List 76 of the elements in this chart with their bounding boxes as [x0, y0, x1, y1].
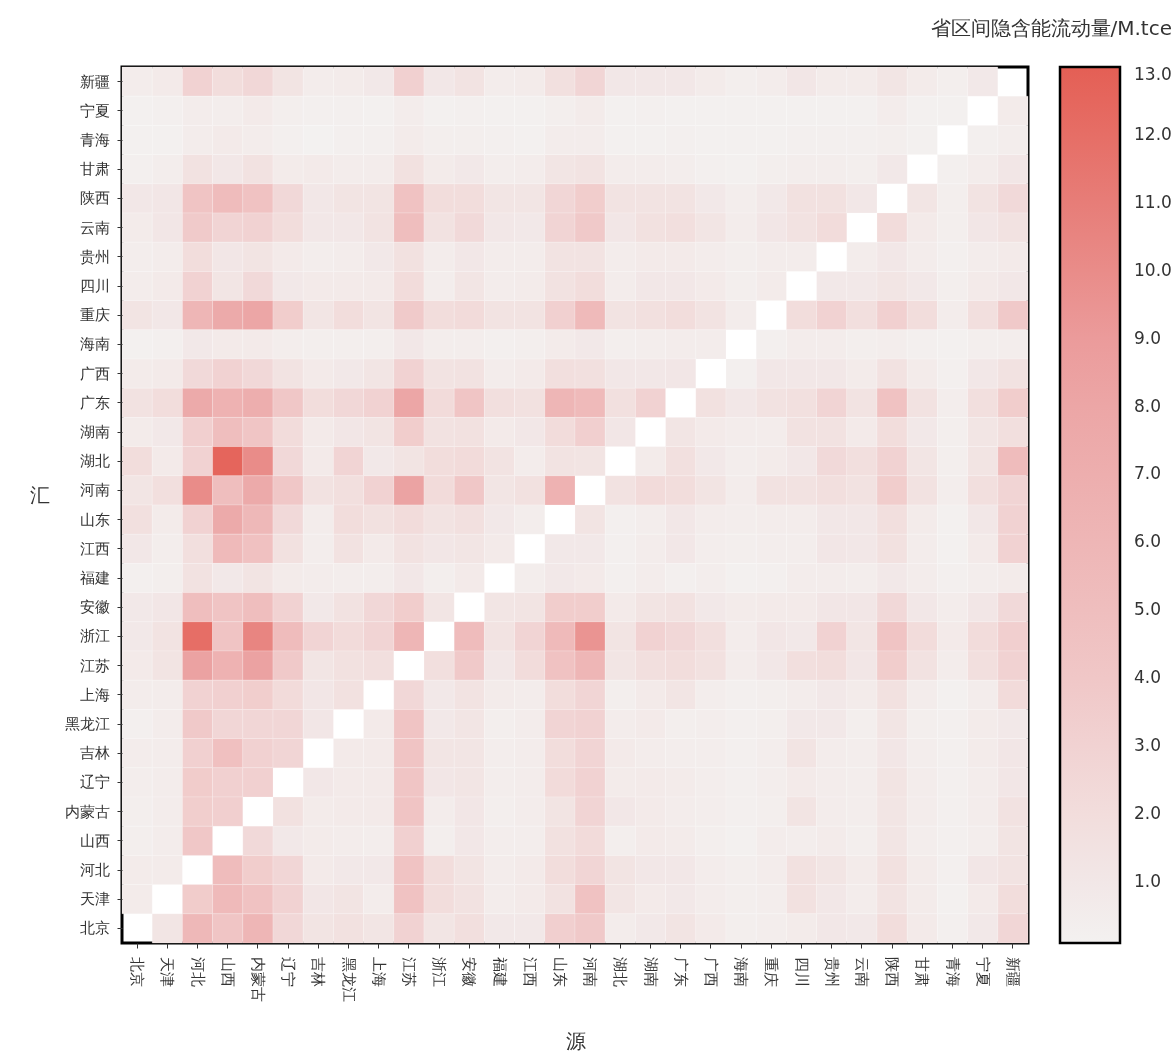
y-axis-title: 汇 — [29, 482, 50, 507]
x-tick-label: 重庆 — [762, 956, 781, 987]
x-tick-label: 河南 — [581, 956, 600, 987]
y-tick-label: 江西 — [79, 539, 110, 558]
color-bar-label: 5.0 — [1134, 599, 1162, 620]
y-tick-label: 四川 — [79, 277, 110, 295]
y-tick-label: 河北 — [79, 861, 110, 879]
y-tick-label: 上海 — [79, 685, 110, 704]
x-tick-label: 内蒙古 — [248, 956, 267, 1002]
y-tick-label: 浙江 — [79, 627, 110, 646]
y-tick-label: 天津 — [79, 890, 110, 909]
y-tick-label: 山西 — [79, 831, 110, 850]
color-bar-label: 11.0 — [1134, 191, 1172, 212]
y-tick-label: 甘肃 — [79, 160, 110, 179]
y-tick-label: 云南 — [79, 218, 110, 237]
x-tick-label: 海南 — [732, 956, 751, 987]
x-tick-label: 福建 — [490, 956, 509, 987]
y-tick-label: 贵州 — [79, 247, 110, 266]
color-bar-label: 4.0 — [1134, 667, 1162, 688]
y-tick-label: 福建 — [79, 569, 110, 587]
y-tick-label: 内蒙古 — [64, 802, 110, 821]
x-tick-label: 吉林 — [309, 956, 328, 987]
color-bar-label: 7.0 — [1134, 463, 1162, 484]
x-tick-label: 新疆 — [1003, 956, 1022, 987]
x-tick-label: 贵州 — [822, 956, 841, 987]
y-tick-label: 吉林 — [79, 744, 110, 763]
x-tick-label: 江苏 — [399, 956, 418, 987]
x-tick-label: 黑龙江 — [339, 956, 358, 1002]
y-tick-label: 湖北 — [79, 452, 110, 471]
x-tick-label: 青海 — [943, 956, 962, 987]
color-bar-label: 1.0 — [1134, 870, 1162, 891]
x-axis-title: 源 — [565, 1028, 586, 1053]
x-tick-label: 安徽 — [460, 956, 479, 987]
y-tick-label: 新疆 — [79, 72, 110, 91]
y-tick-label: 湖南 — [79, 423, 110, 441]
y-tick-label: 重庆 — [79, 306, 110, 325]
x-tick-label: 陕西 — [883, 956, 902, 987]
y-tick-label: 海南 — [79, 335, 110, 354]
x-tick-label: 江西 — [520, 956, 539, 987]
x-tick-label: 山西 — [218, 956, 237, 987]
color-bar-label: 2.0 — [1134, 802, 1162, 823]
y-tick-label: 山东 — [79, 510, 110, 529]
x-tick-label: 湖南 — [641, 956, 660, 987]
color-bar-label: 9.0 — [1134, 327, 1162, 348]
x-tick-label: 天津 — [158, 956, 177, 987]
x-tick-label: 宁夏 — [973, 956, 992, 987]
x-tick-label: 浙江 — [430, 956, 449, 987]
y-tick-label: 安徽 — [79, 598, 110, 617]
color-bar-label: 6.0 — [1134, 531, 1162, 552]
color-bar-label: 12.0 — [1134, 123, 1172, 144]
x-tick-label: 河北 — [188, 956, 207, 987]
y-tick-label: 辽宁 — [79, 773, 110, 792]
color-bar-label: 10.0 — [1134, 259, 1172, 280]
y-tick-label: 黑龙江 — [64, 715, 110, 733]
x-tick-label: 甘肃 — [913, 956, 932, 987]
x-tick-label: 山东 — [550, 956, 569, 987]
y-tick-label: 江苏 — [79, 656, 110, 675]
x-tick-label: 广西 — [701, 956, 720, 987]
color-bar-label: 8.0 — [1134, 395, 1162, 416]
color-bar-title: 省区间隐含能流动量/M.tce — [930, 15, 1172, 40]
y-tick-label: 北京 — [79, 919, 110, 938]
y-tick-label: 青海 — [79, 131, 110, 149]
color-bar-label: 3.0 — [1134, 735, 1162, 756]
x-tick-label: 北京 — [128, 956, 147, 987]
x-tick-label: 四川 — [792, 956, 811, 987]
x-tick-label: 云南 — [852, 956, 871, 987]
x-tick-label: 湖北 — [611, 956, 630, 987]
x-tick-label: 辽宁 — [279, 956, 298, 987]
x-tick-label: 广东 — [671, 956, 690, 987]
y-tick-label: 广东 — [79, 393, 110, 412]
x-tick-label: 上海 — [369, 956, 388, 987]
y-tick-label: 河南 — [79, 481, 110, 500]
y-tick-label: 陕西 — [79, 189, 110, 208]
color-bar-label: 13.0 — [1134, 64, 1172, 84]
y-tick-label: 宁夏 — [79, 101, 110, 120]
y-tick-label: 广西 — [79, 364, 110, 383]
